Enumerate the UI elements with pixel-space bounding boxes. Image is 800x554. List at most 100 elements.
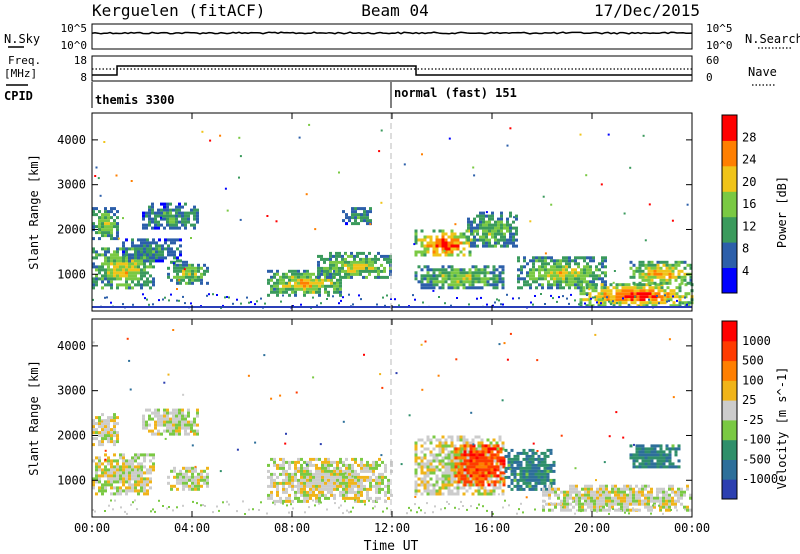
vl-cell [560, 490, 563, 494]
vl-cell [575, 490, 578, 494]
pw-cell [565, 274, 568, 278]
pw-cell [148, 208, 151, 212]
vl-cell [584, 490, 587, 494]
vl-cell [542, 505, 545, 509]
pw-cell [588, 283, 592, 287]
vl-cell [463, 444, 467, 448]
pw-cell [529, 268, 532, 272]
pw-cell [642, 295, 646, 299]
pw-cell [492, 268, 496, 272]
vl-cell [432, 453, 436, 457]
vl-cell [475, 450, 479, 454]
vl-cell [656, 462, 660, 466]
vl-cell [387, 484, 390, 488]
vl-cell [181, 408, 184, 412]
pw-cell [414, 250, 418, 254]
pw-cell [468, 286, 472, 290]
pw-cell [276, 284, 279, 288]
vl-cell [441, 480, 445, 484]
vl-cell [662, 493, 665, 497]
pw-cell [479, 214, 482, 218]
vl-cell [375, 478, 378, 482]
pw-cell [113, 271, 116, 275]
pw-cell [176, 299, 178, 302]
vl-cell [357, 496, 360, 500]
pw-cell [194, 266, 197, 270]
pw-cell [589, 259, 592, 263]
vl-cell [626, 499, 629, 503]
vl-cell [447, 435, 451, 439]
pw-cell [675, 292, 679, 296]
pw-cell [636, 295, 640, 299]
vl-cell [471, 492, 475, 496]
vl-cell [172, 417, 175, 421]
pw-cell [480, 277, 484, 281]
pw-cell [208, 293, 210, 296]
pw-cell [544, 252, 547, 255]
vl-cell [483, 492, 487, 496]
pw-cell [101, 286, 104, 290]
pw-cell [630, 286, 634, 290]
pw-cell [492, 280, 496, 284]
pw-cell [168, 299, 170, 302]
vl-cell [574, 467, 577, 470]
vl-cell [460, 474, 464, 478]
pw-cell [291, 284, 294, 288]
pw-cell [104, 247, 107, 251]
pw-cell [300, 272, 303, 276]
vl-cell [519, 460, 523, 464]
pw-cell [122, 271, 125, 275]
vl-cell [194, 469, 197, 473]
pw-cell [95, 166, 98, 169]
vl-cell [528, 472, 532, 476]
pw-cell [495, 277, 499, 281]
pw-cell [682, 302, 684, 305]
pw-cell [518, 297, 520, 300]
pw-cell [347, 266, 350, 270]
vl-cell [327, 487, 330, 491]
vl-cell [632, 499, 635, 503]
vl-cell [187, 426, 190, 430]
pw-cell [317, 266, 320, 270]
pw-cell [104, 253, 107, 257]
pw-cell [677, 272, 681, 276]
vl-cell [623, 484, 626, 488]
pw-cell [420, 244, 424, 248]
vl-cell [104, 419, 107, 423]
pw-cell [172, 208, 175, 212]
vl-cell [308, 506, 310, 509]
pw-cell [366, 222, 369, 226]
pw-cell [317, 254, 320, 258]
pw-cell [294, 275, 297, 279]
vl-cell [169, 426, 172, 430]
pw-cell [131, 256, 134, 260]
vl-cell [142, 414, 145, 418]
pw-cell [128, 277, 131, 281]
pw-cell [538, 271, 541, 275]
vl-cell [632, 508, 635, 512]
pw-cell [125, 271, 128, 275]
vl-cell [632, 453, 636, 457]
pw-cell [459, 268, 463, 272]
pw-cell [480, 271, 484, 275]
vl-cell [284, 442, 287, 445]
vl-cell [435, 438, 439, 442]
pw-cell [162, 298, 164, 301]
pw-cell [494, 301, 496, 304]
pw-colorbar-tick: 24 [742, 153, 756, 167]
pw-cell [544, 271, 547, 275]
pw-cell [588, 301, 592, 305]
pw-cell [196, 211, 199, 215]
pw-cell [509, 235, 512, 239]
vl-cell [315, 496, 318, 500]
vl-cell [187, 414, 190, 418]
vl-cell [173, 484, 176, 488]
vl-cell [638, 496, 641, 500]
pw-cell [641, 278, 645, 282]
vl-cell [537, 481, 541, 485]
pw-cell [157, 208, 160, 212]
vl-cell [656, 496, 659, 500]
pw-cell [541, 274, 544, 278]
vl-cell [537, 463, 541, 467]
vl-cell [107, 416, 110, 420]
